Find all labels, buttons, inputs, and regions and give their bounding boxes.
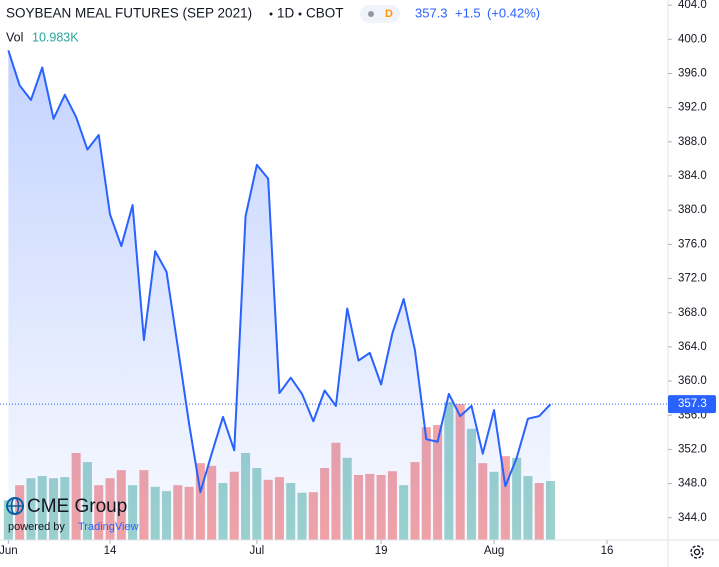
volume-value: 10.983K	[32, 30, 79, 44]
exchange: CBOT	[306, 6, 344, 21]
y-tick-label: 376.0	[678, 238, 707, 250]
y-tick-label: 368.0	[678, 307, 707, 319]
y-tick-label: 396.0	[678, 68, 707, 80]
separator	[269, 12, 273, 16]
chart-title: SOYBEAN MEAL FUTURES (SEP 2021)	[6, 6, 252, 21]
plot-area	[0, 50, 668, 541]
x-tick-label: Jul	[250, 545, 265, 557]
logo-powered-by: powered by	[8, 521, 65, 533]
y-tick-label: 400.0	[678, 33, 707, 45]
price-change: +1.5	[455, 5, 481, 20]
gear-outer	[690, 545, 704, 559]
last-price-label: 357.3	[678, 398, 707, 410]
volume-bar	[3, 500, 13, 540]
last-price: 357.3	[415, 5, 448, 20]
x-tick-label: 14	[104, 545, 117, 557]
last-price-box	[668, 395, 716, 414]
y-tick-label: 348.0	[678, 478, 707, 490]
x-tick-label: Jun	[0, 545, 18, 557]
x-tick-label: Aug	[484, 545, 504, 557]
settings-button[interactable]	[690, 545, 704, 559]
y-tick-label: 360.0	[678, 375, 707, 387]
y-tick-label: 384.0	[678, 170, 707, 182]
price-change-percent: (+0.42%)	[487, 5, 540, 20]
y-tick-label: 352.0	[678, 443, 707, 455]
logo-brand: CME Group	[27, 496, 127, 517]
status-badge	[360, 5, 400, 23]
gear-inner	[693, 548, 701, 556]
y-tick-label: 380.0	[678, 204, 707, 216]
interval: 1D	[277, 6, 295, 21]
x-tick-label: 16	[601, 545, 614, 557]
y-tick-label: 388.0	[678, 136, 707, 148]
status-dot	[368, 11, 374, 17]
separator	[298, 12, 302, 16]
x-tick-label: 19	[375, 545, 388, 557]
y-tick-label: 392.0	[678, 102, 707, 114]
area-fill	[8, 50, 551, 541]
price-line	[7, 50, 552, 494]
status-badge-label: D	[385, 8, 393, 20]
logo-platform: TradingView	[78, 521, 139, 533]
y-tick-label: 364.0	[678, 341, 707, 353]
y-tick-label: 372.0	[678, 273, 707, 285]
y-tick-label: 404.0	[678, 0, 707, 11]
y-tick-label: 344.0	[678, 512, 707, 524]
logo[interactable]: CME Group powered by TradingView	[6, 496, 139, 533]
volume-name: Vol	[6, 30, 23, 44]
